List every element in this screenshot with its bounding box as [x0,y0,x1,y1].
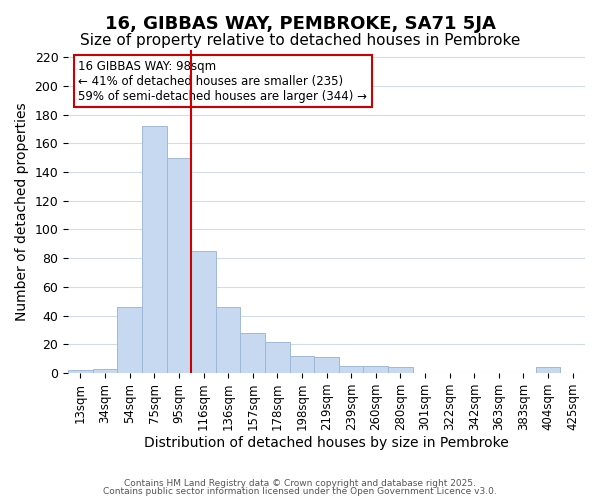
Bar [191,251,216,373]
Bar [339,366,364,373]
X-axis label: Distribution of detached houses by size in Pembroke: Distribution of detached houses by size … [144,436,509,450]
Y-axis label: Number of detached properties: Number of detached properties [15,102,29,321]
Bar [536,368,560,373]
Bar [364,366,388,373]
Bar [167,158,191,373]
Text: Contains public sector information licensed under the Open Government Licence v3: Contains public sector information licen… [103,487,497,496]
Bar [265,342,290,373]
Bar [388,368,413,373]
Text: Contains HM Land Registry data © Crown copyright and database right 2025.: Contains HM Land Registry data © Crown c… [124,478,476,488]
Bar [93,369,118,373]
Bar [142,126,167,373]
Text: Size of property relative to detached houses in Pembroke: Size of property relative to detached ho… [80,32,520,48]
Bar [290,356,314,373]
Bar [118,307,142,373]
Text: 16 GIBBAS WAY: 98sqm
← 41% of detached houses are smaller (235)
59% of semi-deta: 16 GIBBAS WAY: 98sqm ← 41% of detached h… [79,60,367,102]
Bar [68,370,93,373]
Bar [216,307,241,373]
Text: 16, GIBBAS WAY, PEMBROKE, SA71 5JA: 16, GIBBAS WAY, PEMBROKE, SA71 5JA [104,15,496,33]
Bar [314,358,339,373]
Bar [241,333,265,373]
